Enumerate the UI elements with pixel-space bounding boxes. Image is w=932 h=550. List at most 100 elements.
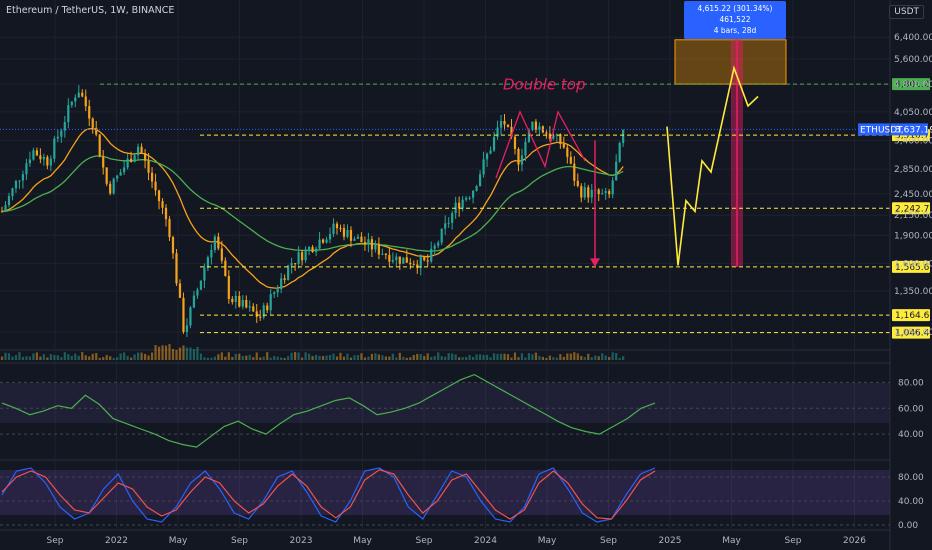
candle-body <box>297 252 300 264</box>
time-axis[interactable]: Sep 2022 May Sep 2023 May Sep 2024 May Sep 2025 May… <box>47 0 891 550</box>
volume-bar <box>398 352 401 360</box>
volume-bar <box>325 355 328 360</box>
candle-body <box>245 299 248 308</box>
volume-bar <box>353 355 356 360</box>
candle-body <box>513 136 517 149</box>
volume-bar <box>594 355 597 360</box>
candle-body <box>569 156 572 164</box>
volume-bar <box>548 355 551 360</box>
candle-body <box>123 167 126 173</box>
volume-bar <box>231 357 234 360</box>
target-zone <box>674 39 787 85</box>
candle-body <box>370 239 374 250</box>
candle-body <box>157 190 161 202</box>
candle-body <box>409 262 412 265</box>
horizontal-levels[interactable] <box>0 83 890 334</box>
volume-bar <box>171 348 175 360</box>
volume-bar <box>304 352 307 360</box>
volume-bar <box>510 357 513 360</box>
volume-bar <box>35 352 38 360</box>
candle-body <box>423 256 426 261</box>
volume-bar <box>39 356 42 360</box>
drawings[interactable]: Double top <box>495 39 759 267</box>
candle-body <box>527 129 531 142</box>
volume-bar <box>402 356 405 360</box>
candle-body <box>140 146 143 154</box>
candle-body <box>552 135 555 139</box>
price-axis[interactable]: 4,801.21 3,510.74 2,242.73 1,565.62 1,164.65… <box>858 33 932 339</box>
currency-button[interactable]: USDT <box>889 5 924 19</box>
volume-bar <box>412 355 415 360</box>
volume-bar <box>430 356 433 360</box>
candle-body <box>503 121 506 125</box>
time-tick-label: 2025 <box>659 536 682 546</box>
volume-bar <box>545 357 548 360</box>
level-price-tag <box>892 202 930 215</box>
ema-fast-line <box>1 128 624 289</box>
volume-bar <box>126 355 129 360</box>
projection-path <box>666 65 759 266</box>
candle-body <box>405 257 408 263</box>
candle-body <box>534 121 538 130</box>
volume-bar <box>220 352 223 360</box>
volume-bar <box>615 353 618 360</box>
arrow-head <box>590 258 600 267</box>
price-tick-label: 1,900.00 <box>894 231 932 241</box>
volume-bar <box>513 352 517 360</box>
candle-body <box>224 260 227 276</box>
candle-body <box>63 122 66 131</box>
volume-bar <box>18 352 21 360</box>
volume-bar <box>566 353 569 360</box>
candle-body <box>231 298 234 302</box>
volume-bar <box>259 357 262 360</box>
price-tick-label: 2,150.00 <box>894 211 932 221</box>
candle-body <box>28 159 32 164</box>
volume-bar <box>262 356 265 360</box>
candle-body <box>53 138 56 159</box>
candle-body <box>178 283 182 298</box>
volume-bar <box>370 353 374 360</box>
volume-bar <box>384 356 387 360</box>
candle-body <box>81 92 84 97</box>
volume-bar <box>147 355 150 360</box>
candle-body <box>147 160 150 173</box>
volume-bar <box>269 357 272 360</box>
volume-bar <box>168 344 171 360</box>
candles <box>0 85 625 337</box>
volume-bar <box>283 357 286 360</box>
candle-body <box>262 305 265 318</box>
volume-bar <box>192 349 196 360</box>
volume-bar <box>356 355 360 360</box>
volume-bar <box>583 357 586 360</box>
candle-body <box>273 292 276 295</box>
candle-body <box>545 132 548 134</box>
volume-bar <box>499 353 503 360</box>
volume-bar <box>552 357 555 360</box>
volume-bar <box>524 357 527 360</box>
volume-bar <box>227 352 230 360</box>
volume-bar <box>374 353 377 360</box>
level-price-tag <box>892 260 930 273</box>
candle-body <box>468 197 471 199</box>
volume-bar <box>109 356 112 360</box>
price-tick-label: 4,050.00 <box>894 108 932 118</box>
volume-bar <box>98 357 101 360</box>
candle-body <box>192 295 196 308</box>
volume-bar <box>482 354 485 360</box>
candle-body <box>437 242 440 246</box>
volume-bar <box>280 357 283 360</box>
rsi-tick-label: 40.00 <box>898 430 924 440</box>
volume-bar <box>0 356 4 360</box>
candle-body <box>444 223 447 229</box>
volume-bar <box>276 356 279 360</box>
volume-bar <box>123 352 126 360</box>
volume-bar <box>332 353 335 360</box>
volume-bar <box>196 346 199 360</box>
candle-body <box>84 96 87 107</box>
volume-bar <box>245 355 248 360</box>
candle-body <box>248 306 251 308</box>
volume-bar <box>447 353 450 360</box>
stoch-tick-label: 0.00 <box>898 521 918 531</box>
volume-bar <box>475 354 478 360</box>
